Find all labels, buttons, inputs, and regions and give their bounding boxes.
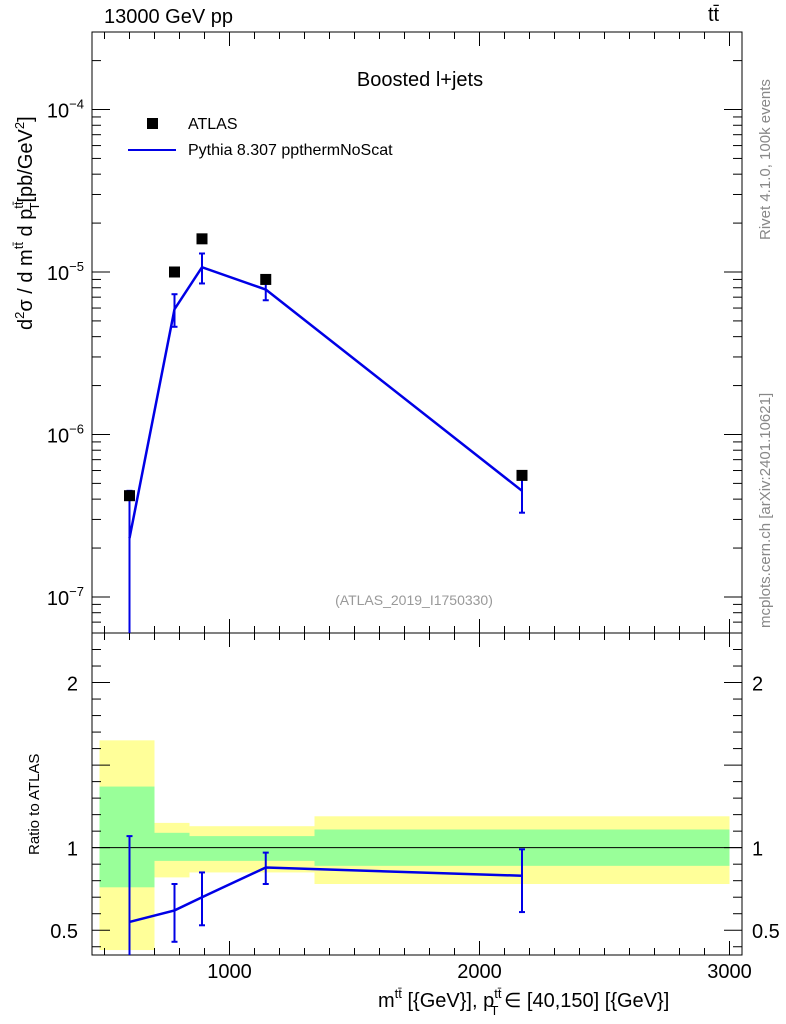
ratio-frame xyxy=(91,632,743,956)
ratio-uncertainty-bands xyxy=(99,740,730,951)
legend-label-pythia: Pythia 8.307 ppthermNoScat xyxy=(188,142,393,159)
x-axis-label: mtt̄ [{GeV}], ptt̄ T ∈ [40,150] [{GeV}] xyxy=(378,986,669,1018)
ratio-band-green-2 xyxy=(189,836,315,861)
atlas-data-point xyxy=(260,273,272,285)
legend: ATLAS Pythia 8.307 ppthermNoScat xyxy=(128,116,393,159)
legend-marker-atlas xyxy=(147,118,158,129)
ratio-panel-series xyxy=(126,835,525,955)
y-tick-label: 10−5 xyxy=(47,259,84,285)
main-panel-series xyxy=(124,233,528,633)
ratio-y-tick-label-left: 2 xyxy=(67,674,78,696)
atlas-data-point xyxy=(124,490,135,502)
x-tick-label: 3000 xyxy=(707,961,752,983)
mc-line xyxy=(128,265,523,539)
atlas-data-point xyxy=(196,233,208,245)
ratio-y-tick-label-right: 2 xyxy=(752,674,763,696)
chart-title: Boosted l+jets xyxy=(357,69,483,91)
svg-text:d2σ / d mtt̄ d ptt̄T[pb/GeV2]: d2σ / d mtt̄ d ptt̄T[pb/GeV2] xyxy=(11,116,42,330)
ratio-y-tick-label-right: 1 xyxy=(752,839,763,861)
atlas-data-point xyxy=(516,469,528,481)
y-tick-label: 10−6 xyxy=(47,421,84,447)
header-final-state-label: tt̄ xyxy=(708,4,720,26)
ratio-y-tick-label-left: 0.5 xyxy=(50,921,78,943)
main-y-axis-label: d2σ / d mtt̄ d ptt̄T[pb/GeV2] xyxy=(11,116,42,330)
ratio-y-tick-label-right: 0.5 xyxy=(752,921,780,943)
x-tick-label: 1000 xyxy=(207,961,252,983)
atlas-data-point xyxy=(169,266,180,278)
ratio-y-tick-label-left: 1 xyxy=(67,839,78,861)
main-panel-axes: 10−7 10−6 10−5 10−4 xyxy=(47,31,743,634)
header-process-label: 13000 GeV pp xyxy=(104,6,233,28)
y-tick-label: 10−7 xyxy=(47,584,84,610)
y-tick-label: 10−4 xyxy=(47,97,84,123)
analysis-tag: (ATLAS_2019_I1750330) xyxy=(335,592,493,608)
x-tick-label: 2000 xyxy=(457,961,502,983)
ratio-band-green-1 xyxy=(154,832,190,861)
legend-label-atlas: ATLAS xyxy=(188,116,238,133)
